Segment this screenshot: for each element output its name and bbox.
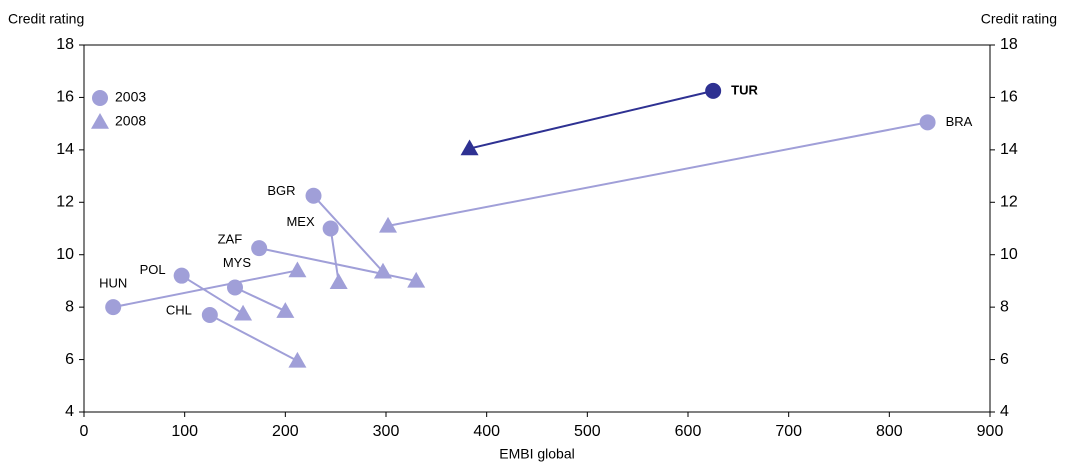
y-tick-label: 10 (56, 246, 74, 263)
point (305, 187, 322, 204)
point (288, 261, 307, 278)
arrow (234, 286, 286, 312)
point (288, 351, 307, 368)
y-tick-label: 12 (56, 194, 74, 211)
x-tick-label: 100 (171, 423, 198, 440)
point (201, 307, 218, 324)
y2-tick-label: 6 (1000, 351, 1009, 368)
arrow (469, 89, 714, 150)
x-tick-label: 700 (775, 423, 802, 440)
y2-tick-label: 10 (1000, 246, 1018, 263)
legend-marker (92, 90, 108, 106)
y-tick-label: 4 (65, 403, 74, 420)
point (322, 220, 339, 237)
legend-label: 2008 (115, 113, 146, 129)
point (276, 302, 295, 318)
x-tick-label: 400 (473, 423, 500, 440)
point-label: MEX (286, 214, 315, 229)
x-tick-label: 0 (80, 423, 89, 440)
y-tick-label: 6 (65, 351, 74, 368)
y-tick-label: 14 (56, 141, 74, 158)
arrow (209, 314, 298, 362)
y-tick-label: 8 (65, 298, 74, 315)
x-tick-label: 200 (272, 423, 299, 440)
point (705, 82, 722, 99)
point-label: BRA (946, 114, 973, 129)
y2-tick-label: 14 (1000, 141, 1018, 158)
x-tick-label: 900 (977, 423, 1004, 440)
y2-tick-label: 16 (1000, 89, 1018, 106)
y2-tick-label: 18 (1000, 36, 1018, 53)
legend-marker (91, 113, 109, 129)
point (407, 271, 426, 288)
arrow (329, 228, 340, 283)
point-label: TUR (731, 82, 758, 97)
point (919, 114, 936, 131)
y2-tick-label: 4 (1000, 403, 1009, 420)
arrow (112, 269, 298, 309)
x-tick-label: 600 (675, 423, 702, 440)
x-axis-label: EMBI global (499, 446, 574, 462)
point (379, 216, 398, 233)
point-label: BGR (267, 183, 295, 198)
point (329, 273, 348, 289)
point (460, 139, 479, 156)
arrow (312, 195, 384, 273)
y-axis-label: Credit rating (8, 11, 84, 27)
y2-tick-label: 12 (1000, 194, 1018, 211)
point-label: ZAF (218, 232, 243, 247)
legend-label: 2003 (115, 89, 146, 105)
point-label: HUN (99, 276, 127, 291)
y-tick-label: 18 (56, 36, 74, 53)
y-tick-label: 16 (56, 89, 74, 106)
point (105, 299, 122, 316)
y2-axis-label: Credit rating (981, 11, 1057, 27)
arrow (387, 121, 928, 227)
point (173, 267, 190, 284)
x-tick-label: 500 (574, 423, 601, 440)
point-label: CHL (166, 302, 192, 317)
plot-frame (83, 44, 991, 413)
point-label: POL (140, 262, 166, 277)
x-tick-label: 800 (876, 423, 903, 440)
point (227, 279, 243, 296)
point (251, 240, 268, 257)
arrow (181, 274, 244, 315)
point (234, 304, 253, 321)
y2-tick-label: 8 (1000, 298, 1009, 315)
point (373, 262, 392, 279)
x-tick-label: 300 (373, 423, 400, 440)
point-label: MYS (223, 255, 252, 270)
